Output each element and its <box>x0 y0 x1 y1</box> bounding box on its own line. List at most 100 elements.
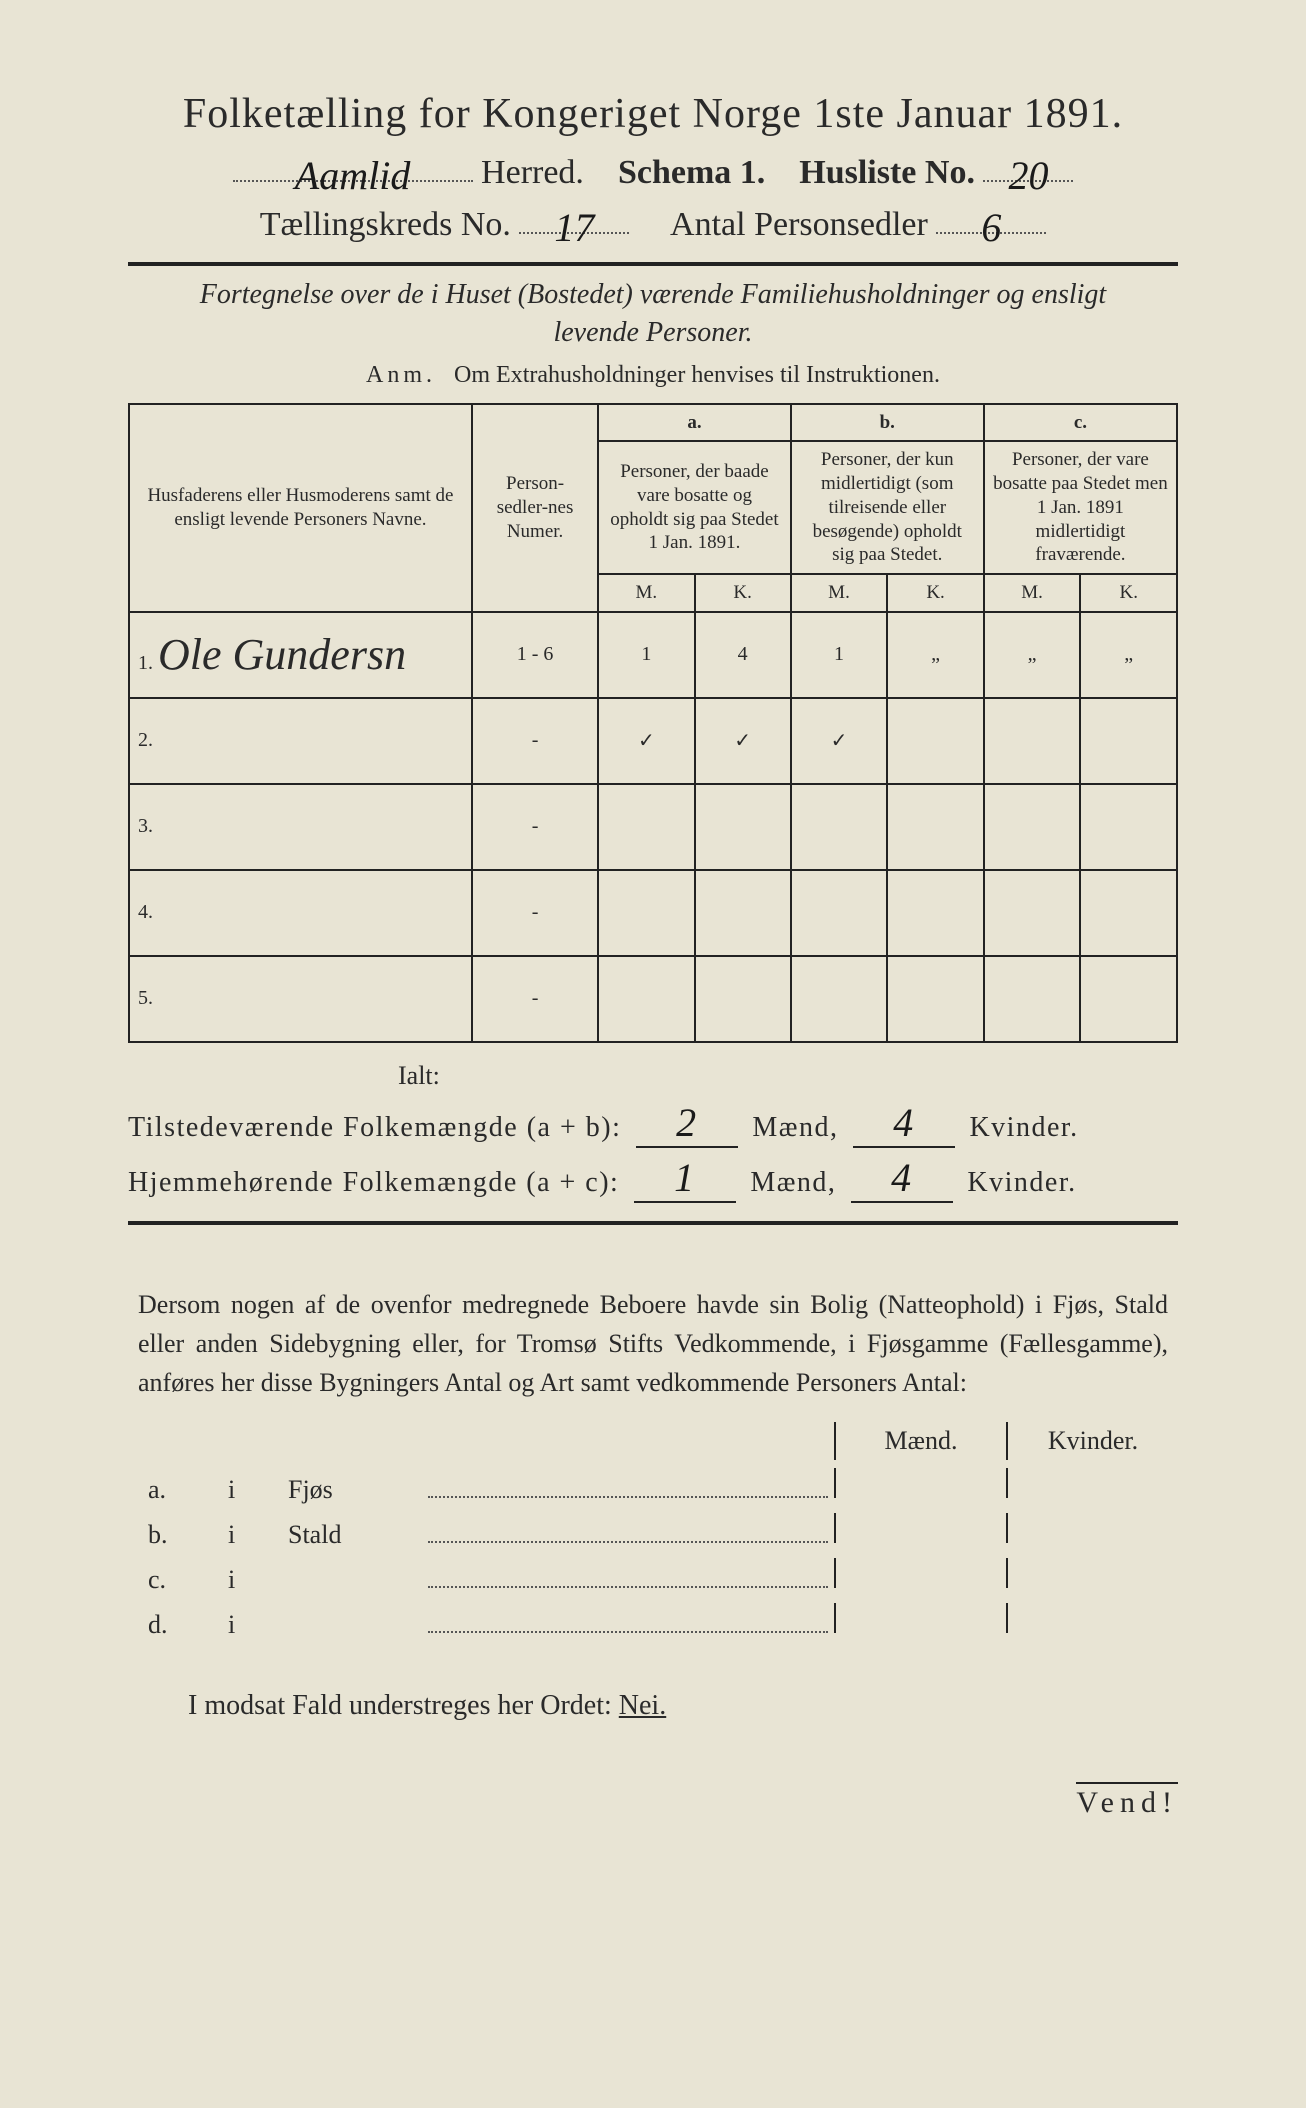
row-1-person: Ole Gundersn <box>158 630 406 679</box>
husliste-value: 20 <box>1002 153 1054 198</box>
row-5-cM <box>984 956 1081 1042</box>
totals-2-m: 1 <box>634 1154 736 1203</box>
building-line-c: c. i <box>128 1558 1178 1595</box>
col-a-letter-text: a. <box>687 412 701 433</box>
col-a-m: M. <box>598 574 694 612</box>
bline-d-k <box>1006 1603 1178 1633</box>
bline-c-i: i <box>208 1565 288 1595</box>
bline-a-m <box>834 1468 1006 1498</box>
row-5-bK <box>887 956 984 1042</box>
nei-word: Nei. <box>619 1690 666 1721</box>
totals-2-maend: Mænd, <box>750 1167 836 1198</box>
col-c-k: K. <box>1080 574 1177 612</box>
herred-value: Aamlid <box>289 153 417 198</box>
totals-line-2: Hjemmehørende Folkemængde (a + c): 1 Mæn… <box>128 1154 1178 1203</box>
col-header-name: Husfaderens eller Husmoderens samt de en… <box>129 404 472 612</box>
row-5-aK <box>695 956 791 1042</box>
row-1-bK: „ <box>887 612 984 698</box>
row-1-aK: 4 <box>695 612 791 698</box>
row-2-bM: ✓ <box>791 698 888 784</box>
anm-line: Anm. Om Extrahusholdninger henvises til … <box>128 362 1178 389</box>
col-b-letter-text: b. <box>880 412 895 433</box>
table-row: 3. - <box>129 784 1177 870</box>
household-table: Husfaderens eller Husmoderens samt de en… <box>128 403 1178 1043</box>
mk-kvinder: Kvinder. <box>1006 1422 1178 1460</box>
herred-label: Herred. <box>481 154 584 191</box>
row-4-aK <box>695 870 791 956</box>
row-4-cM <box>984 870 1081 956</box>
row-3-cM <box>984 784 1081 870</box>
kreds-label: Tællingskreds No. <box>260 206 511 243</box>
bline-b-k <box>1006 1513 1178 1543</box>
antal-label: Antal Personsedler <box>670 206 928 243</box>
totals-1-kvinder: Kvinder. <box>969 1112 1078 1143</box>
anm-text: Om Extrahusholdninger henvises til Instr… <box>454 362 940 388</box>
nei-line: I modsat Fald understreges her Ordet: Ne… <box>188 1690 1178 1722</box>
totals-line-1: Tilstedeværende Folkemængde (a + b): 2 M… <box>128 1099 1178 1148</box>
form-title: Folketælling for Kongeriget Norge 1ste J… <box>128 90 1178 138</box>
mk-maend: Mænd. <box>834 1422 1006 1460</box>
nei-prefix: I modsat Fald understreges her Ordet: <box>188 1690 612 1721</box>
anm-prefix: Anm. <box>366 362 436 388</box>
row-2-aK: ✓ <box>695 698 791 784</box>
table-row: 5. - <box>129 956 1177 1042</box>
col-b-m: M. <box>791 574 888 612</box>
col-b-k: K. <box>887 574 984 612</box>
row-3-aM <box>598 784 694 870</box>
mk-header: Mænd. Kvinder. <box>128 1422 1178 1460</box>
col-header-c: Personer, der vare bosatte paa Stedet me… <box>984 441 1177 574</box>
divider-top <box>128 262 1178 266</box>
table-row: 1. Ole Gundersn 1 - 6 1 4 1 „ „ „ <box>129 612 1177 698</box>
row-5-aM <box>598 956 694 1042</box>
bline-a-dots <box>428 1470 828 1498</box>
row-3-bK <box>887 784 984 870</box>
totals-1-m: 2 <box>636 1099 738 1148</box>
col-a-letter: a. <box>598 404 791 442</box>
table-row: 2. - ✓ ✓ ✓ <box>129 698 1177 784</box>
col-header-num: Person-sedler-nes Numer. <box>472 404 598 612</box>
bline-d-letter: d. <box>128 1610 208 1640</box>
bline-a-k <box>1006 1468 1178 1498</box>
bline-d-dots <box>428 1605 828 1633</box>
row-5-cK <box>1080 956 1177 1042</box>
row-2-aM: ✓ <box>598 698 694 784</box>
row-2-cM <box>984 698 1081 784</box>
row-3-sedler: - <box>472 784 598 870</box>
bline-c-k <box>1006 1558 1178 1588</box>
row-1-bM: 1 <box>791 612 888 698</box>
header-line-2: Aamlid Herred. Schema 1. Husliste No. 20 <box>128 146 1178 192</box>
row-5-name: 5. <box>129 956 472 1042</box>
building-line-a: a. i Fjøs <box>128 1468 1178 1505</box>
bline-a-letter: a. <box>128 1475 208 1505</box>
bline-c-m <box>834 1558 1006 1588</box>
bline-d-i: i <box>208 1610 288 1640</box>
row-4-name: 4. <box>129 870 472 956</box>
row-2-name: 2. <box>129 698 472 784</box>
row-1-cK: „ <box>1080 612 1177 698</box>
bline-a-type: Fjøs <box>288 1475 428 1505</box>
bline-b-m <box>834 1513 1006 1543</box>
husliste-label: Husliste No. <box>799 154 975 191</box>
vend-label: Vend! <box>1076 1782 1178 1820</box>
bline-b-i: i <box>208 1520 288 1550</box>
row-2-bK <box>887 698 984 784</box>
row-1-aM: 1 <box>598 612 694 698</box>
antal-value: 6 <box>975 205 1007 250</box>
row-3-bM <box>791 784 888 870</box>
bline-c-letter: c. <box>128 1565 208 1595</box>
ialt-label: Ialt: <box>398 1061 1178 1091</box>
bline-d-m <box>834 1603 1006 1633</box>
col-c-letter: c. <box>984 404 1177 442</box>
row-2-cK <box>1080 698 1177 784</box>
col-header-b: Personer, der kun midlertidigt (som tilr… <box>791 441 984 574</box>
row-1-name: 1. Ole Gundersn <box>129 612 472 698</box>
row-4-bK <box>887 870 984 956</box>
col-a-k: K. <box>695 574 791 612</box>
building-line-d: d. i <box>128 1603 1178 1640</box>
row-5-bM <box>791 956 888 1042</box>
totals-2-label: Hjemmehørende Folkemængde (a + c): <box>128 1167 619 1198</box>
col-c-letter-text: c. <box>1074 412 1087 433</box>
row-4-cK <box>1080 870 1177 956</box>
col-c-m: M. <box>984 574 1081 612</box>
row-1-sedler: 1 - 6 <box>472 612 598 698</box>
